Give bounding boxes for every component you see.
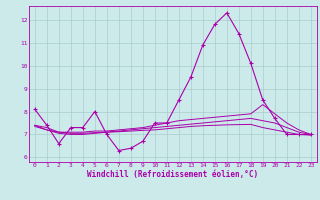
X-axis label: Windchill (Refroidissement éolien,°C): Windchill (Refroidissement éolien,°C) [87, 170, 258, 179]
